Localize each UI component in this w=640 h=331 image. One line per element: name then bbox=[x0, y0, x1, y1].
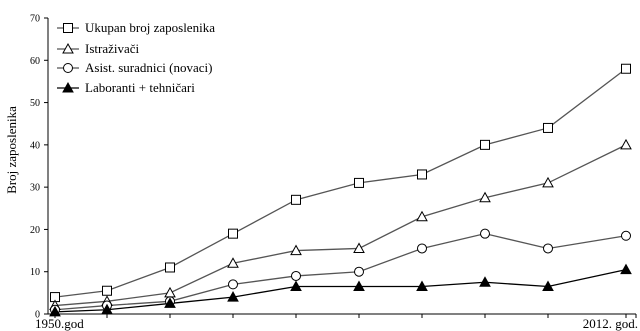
chart-axes: 0 10 20 30 40 50 60 70 1950.god 2012. god. bbox=[30, 14, 638, 331]
data-point-2 bbox=[354, 266, 364, 277]
data-point-2 bbox=[291, 270, 301, 281]
data-point-0 bbox=[102, 285, 112, 296]
legend-label-3: Laboranti + tehničari bbox=[85, 80, 195, 95]
data-point-3 bbox=[164, 297, 176, 308]
y-tick-label: 20 bbox=[30, 225, 40, 236]
data-point-1 bbox=[164, 286, 176, 298]
y-tick-label: 70 bbox=[30, 14, 40, 25]
series-markers bbox=[49, 63, 632, 317]
data-point-1 bbox=[416, 210, 428, 222]
data-point-3 bbox=[49, 305, 61, 317]
y-tick-label: 50 bbox=[30, 98, 40, 109]
series-lines bbox=[54, 68, 627, 313]
series-line-0 bbox=[54, 68, 627, 298]
legend-label-0: Ukupan broj zaposlenika bbox=[85, 20, 215, 35]
data-point-1 bbox=[62, 42, 74, 54]
x-tick-label: 2012. god. bbox=[583, 316, 638, 331]
y-tick-label: 0 bbox=[35, 310, 40, 321]
data-point-3 bbox=[479, 276, 491, 287]
data-point-3 bbox=[620, 263, 632, 275]
data-point-3 bbox=[227, 291, 239, 302]
data-point-0 bbox=[480, 139, 490, 150]
data-point-2 bbox=[63, 63, 73, 73]
data-point-1 bbox=[290, 244, 302, 256]
data-point-1 bbox=[542, 176, 554, 188]
chart-legend: Ukupan broj zaposlenika Istraživači Asist.… bbox=[57, 20, 215, 95]
series-line-2 bbox=[54, 232, 627, 311]
data-point-3 bbox=[353, 280, 365, 292]
x-tick-label: 1950.god bbox=[35, 316, 84, 331]
data-point-2 bbox=[480, 228, 490, 239]
data-point-2 bbox=[543, 243, 553, 254]
data-point-1 bbox=[353, 242, 365, 253]
legend-label-2: Asist. suradnici (novaci) bbox=[85, 60, 212, 75]
y-tick-label: 60 bbox=[30, 56, 40, 67]
y-tick-label: 30 bbox=[30, 183, 40, 194]
data-point-2 bbox=[621, 230, 631, 241]
data-point-2 bbox=[417, 243, 427, 254]
data-point-1 bbox=[620, 138, 632, 150]
y-tick-label: 10 bbox=[30, 267, 40, 278]
data-point-0 bbox=[291, 194, 301, 205]
y-axis-label: Broj zaposlenika bbox=[4, 106, 19, 194]
series-line-3 bbox=[54, 268, 627, 313]
data-point-3 bbox=[101, 303, 113, 315]
data-point-0 bbox=[354, 177, 364, 188]
data-point-3 bbox=[62, 81, 74, 93]
series-line-1 bbox=[54, 144, 627, 307]
y-tick-label: 40 bbox=[30, 140, 40, 151]
data-point-0 bbox=[165, 262, 175, 273]
data-point-3 bbox=[416, 280, 428, 292]
data-point-2 bbox=[228, 279, 238, 290]
legend-label-1: Istraživači bbox=[85, 41, 140, 56]
data-point-0 bbox=[63, 23, 73, 33]
data-point-1 bbox=[227, 257, 239, 268]
data-point-1 bbox=[479, 191, 491, 203]
data-point-3 bbox=[542, 280, 554, 292]
data-point-0 bbox=[543, 122, 553, 133]
data-point-0 bbox=[228, 228, 238, 239]
data-point-0 bbox=[621, 63, 631, 74]
data-point-0 bbox=[417, 169, 427, 180]
data-point-3 bbox=[290, 280, 302, 292]
